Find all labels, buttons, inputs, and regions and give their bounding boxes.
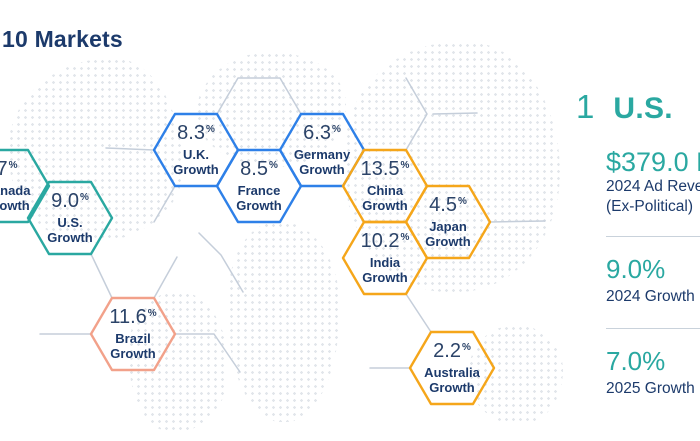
- panel-divider: [606, 328, 700, 329]
- growth-2024-value: 9.0%: [606, 254, 666, 284]
- market-growth-label: Growth: [299, 162, 345, 177]
- market-value: 9.0%: [51, 190, 89, 212]
- web-segment: [174, 333, 241, 373]
- market-growth-label: Growth: [173, 162, 219, 177]
- market-value: 7%: [0, 158, 18, 180]
- page-title: 10 Markets: [2, 26, 123, 52]
- market-japan: 4.5% Japan Growth: [425, 195, 471, 249]
- market-uk: 8.3% U.K. Growth: [173, 123, 219, 177]
- map-dots-europe: [196, 52, 346, 167]
- market-brazil: 11.6% Brazil Growth: [109, 307, 156, 361]
- web-segment: [489, 220, 546, 223]
- map-dots-africa: [228, 222, 340, 422]
- market-growth-label: Growth: [110, 346, 156, 361]
- market-value: 8.5%: [240, 158, 278, 180]
- market-value: 6.3%: [303, 122, 341, 144]
- web-segment: [405, 77, 428, 151]
- market-growth-label: Growth: [236, 198, 282, 213]
- market-value: 10.2%: [360, 230, 410, 252]
- market-germany: 6.3% Germany Growth: [294, 123, 350, 177]
- web-segment: [216, 77, 302, 115]
- panel-divider: [606, 236, 700, 237]
- us-panel-header: 1 U.S.: [576, 88, 673, 126]
- market-india: 10.2% India Growth: [361, 231, 410, 285]
- growth-2025-value: 7.0%: [606, 346, 666, 376]
- hexagon-canada: [0, 148, 51, 224]
- market-growth-label: Growth: [47, 230, 93, 245]
- ad-revenue-label-line1: 2024 Ad Revenue: [606, 178, 700, 195]
- market-name: India: [369, 255, 401, 270]
- map-dots-australia: [468, 325, 563, 425]
- hexagon-us: [26, 180, 114, 256]
- ad-revenue-value: $379.0 Billion: [606, 147, 700, 177]
- web-segment: [153, 256, 178, 299]
- market-growth-label: Growth: [362, 198, 408, 213]
- market-growth-label: Growth: [429, 380, 475, 395]
- hexagon-australia: [408, 330, 496, 406]
- growth-2024-label: 2024 Growth: [606, 288, 695, 305]
- market-growth-label: Growth: [0, 198, 30, 213]
- market-us: 9.0% U.S. Growth: [47, 191, 93, 245]
- market-name: Canada: [0, 183, 31, 198]
- market-canada: 7% Canada Growth: [0, 159, 30, 213]
- market-value: 11.6%: [109, 306, 157, 328]
- web-decorative-lines: [39, 77, 546, 373]
- market-name: U.S.: [57, 215, 83, 230]
- web-segment: [198, 232, 244, 293]
- ad-revenue-label-line2: (Ex-Political): [606, 197, 693, 215]
- market-name: Japan: [429, 219, 467, 234]
- market-value: 4.5%: [429, 194, 467, 216]
- market-value: 13.5%: [360, 158, 410, 180]
- market-china: 13.5% China Growth: [361, 159, 410, 213]
- market-australia: 2.2% Australia Growth: [424, 341, 480, 395]
- market-name: China: [366, 183, 404, 198]
- market-name: Brazil: [115, 331, 151, 346]
- market-name: U.K.: [183, 147, 209, 162]
- market-growth-label: Growth: [425, 234, 471, 249]
- market-growth-label: Growth: [362, 270, 408, 285]
- market-title: U.S.: [613, 92, 673, 125]
- growth-2025-label: 2025 Growth: [606, 380, 695, 397]
- market-name: Germany: [293, 147, 351, 162]
- web-segment: [432, 112, 478, 115]
- market-value: 8.3%: [177, 122, 215, 144]
- hexagon-japan: [404, 184, 492, 260]
- market-value: 2.2%: [433, 340, 471, 362]
- web-segment: [90, 253, 113, 299]
- ad-revenue-label: 2024 Ad Revenue (Ex-Political): [606, 177, 700, 216]
- market-name: Australia: [424, 365, 480, 380]
- market-france: 8.5% France Growth: [236, 159, 282, 213]
- hexagon-brazil: [89, 296, 177, 372]
- web-segment: [105, 147, 155, 151]
- market-rank: 1: [576, 88, 595, 125]
- web-node: [427, 112, 431, 116]
- map-dots-asia: [345, 42, 560, 292]
- map-dots-south-america: [128, 292, 228, 432]
- web-segment: [405, 293, 432, 333]
- web-segment: [153, 185, 176, 223]
- market-name: France: [237, 183, 281, 198]
